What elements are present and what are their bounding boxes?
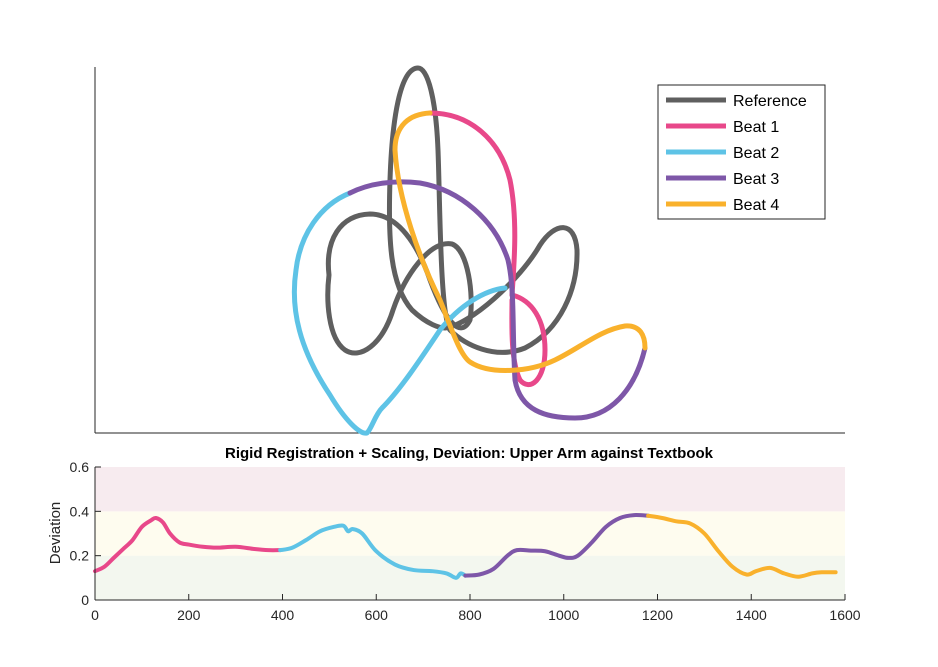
deviation-lines	[93, 513, 838, 580]
x-tick-label: 1000	[548, 607, 579, 623]
x-tick-label: 600	[365, 607, 389, 623]
y-axis-label: Deviation	[47, 502, 64, 565]
y-tick-label: 0	[81, 592, 89, 608]
trajectory-beat2	[291, 190, 508, 436]
trajectory-beat4	[392, 110, 648, 373]
y-tick-label: 0.4	[70, 503, 90, 519]
y-ticks: 0 0.2 0.4 0.6	[70, 459, 101, 608]
x-tick-label: 800	[458, 607, 482, 623]
threshold-band	[95, 555, 845, 600]
deviation-series-line	[93, 515, 283, 574]
legend-label: Beat 1	[733, 119, 779, 136]
legend-label: Reference	[733, 93, 807, 110]
deviation-series-line	[646, 513, 838, 579]
trajectory-plot: Reference Beat 1 Beat 2 Beat 3 Beat 4	[94, 65, 845, 436]
legend-entry: Beat 4	[666, 197, 779, 214]
trajectory-paths	[291, 65, 648, 436]
x-tick-label: 1600	[829, 607, 860, 623]
y-tick-label: 0.6	[70, 459, 90, 475]
trajectory-beat3	[347, 179, 648, 421]
y-tick-label: 0.2	[70, 548, 90, 564]
legend-label: Beat 3	[733, 171, 779, 188]
trajectory-beat1	[427, 110, 548, 388]
legend-entry: Beat 1	[666, 119, 779, 136]
x-tick-label: 400	[271, 607, 295, 623]
threshold-band	[95, 467, 845, 512]
threshold-bands	[95, 467, 845, 600]
deviation-series-line	[463, 513, 651, 578]
trajectory-reference	[386, 65, 580, 355]
x-tick-label: 1200	[642, 607, 673, 623]
x-tick-label: 0	[91, 607, 99, 623]
deviation-plot: Rigid Registration + Scaling, Deviation:…	[47, 445, 861, 623]
legend-entry: Reference	[666, 93, 807, 110]
legend-entry: Beat 2	[666, 145, 779, 162]
legend-label: Beat 4	[733, 197, 779, 214]
x-tick-label: 200	[177, 607, 201, 623]
x-ticks: 0 200 400 600 800 1000 1200 1400 1600	[91, 594, 861, 623]
deviation-series-line	[278, 523, 468, 580]
legend: Reference Beat 1 Beat 2 Beat 3 Beat 4	[657, 84, 826, 220]
legend-entry: Beat 3	[666, 171, 779, 188]
x-tick-label: 1400	[736, 607, 767, 623]
trajectory-reference	[325, 211, 474, 356]
deviation-title: Rigid Registration + Scaling, Deviation:…	[225, 445, 714, 462]
legend-label: Beat 2	[733, 145, 779, 162]
